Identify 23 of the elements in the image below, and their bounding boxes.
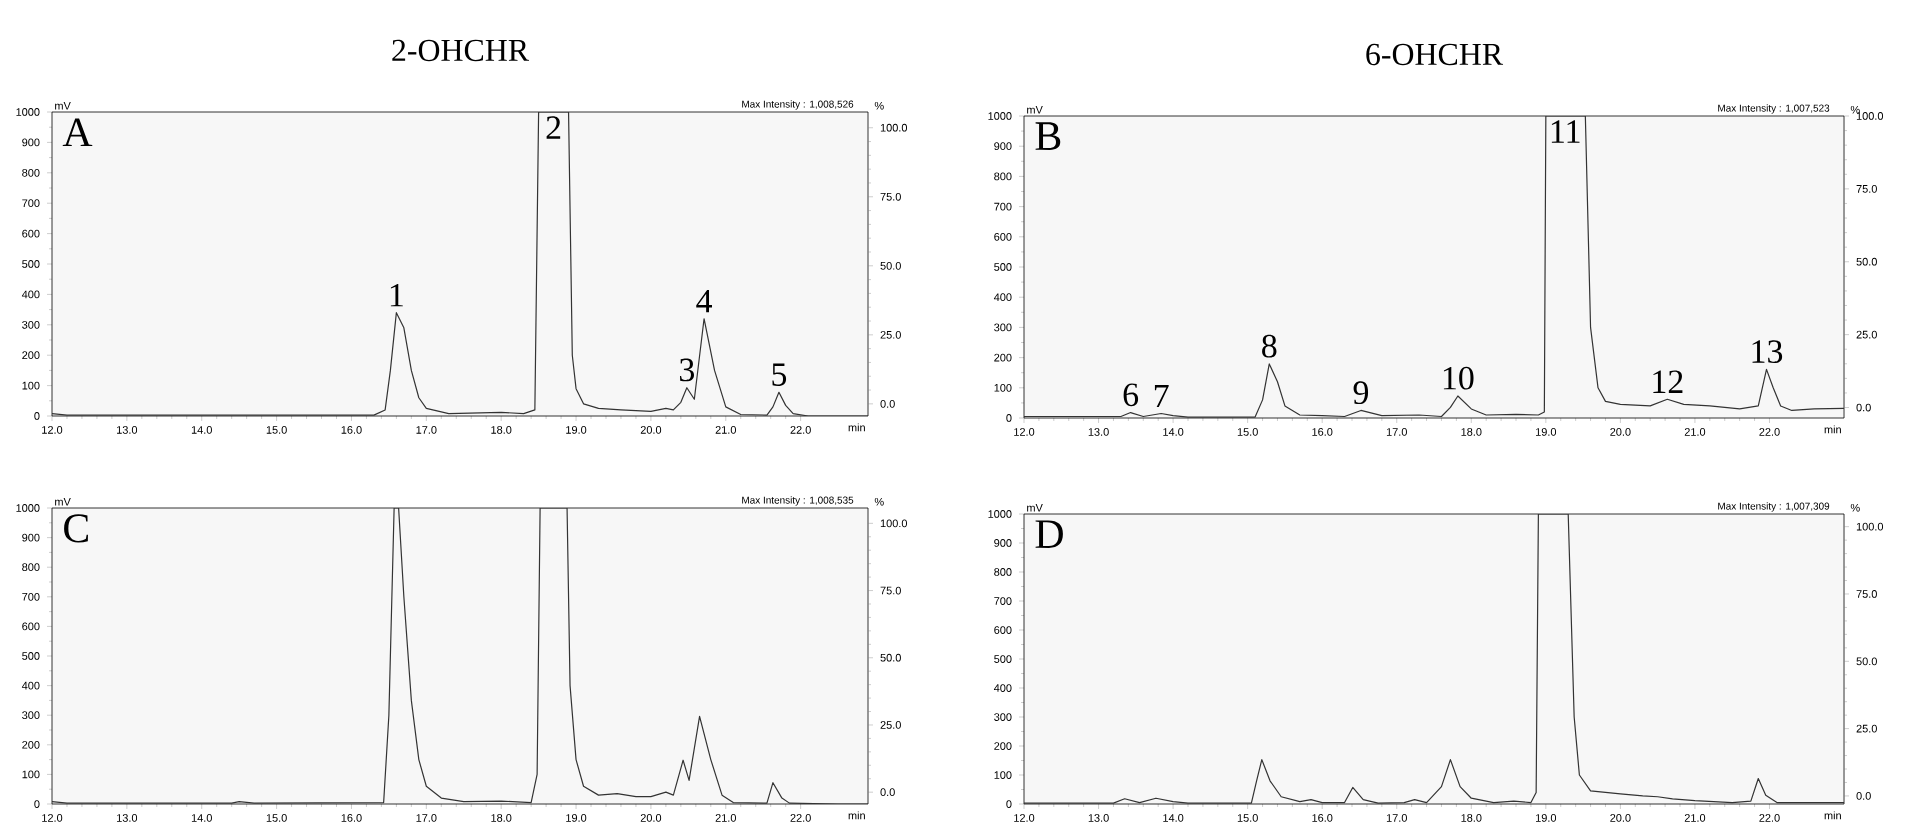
line-series xyxy=(1024,514,1845,804)
annotation: 3 xyxy=(680,358,694,382)
annotation: 7 xyxy=(1154,384,1169,408)
line-series xyxy=(1024,116,1845,418)
annotation: B xyxy=(1035,122,1061,150)
annotation: A xyxy=(62,118,93,146)
annotation: 13 xyxy=(1752,340,1783,364)
line-series xyxy=(52,112,869,417)
line-series xyxy=(52,508,869,805)
annotation: 8 xyxy=(1262,334,1277,358)
annotation: 5 xyxy=(772,363,787,386)
annotation: 6 xyxy=(1123,383,1139,407)
chart-title: 6-OHCHR xyxy=(1366,43,1504,66)
annotation: D xyxy=(1035,520,1063,548)
annotation: 11 xyxy=(1551,120,1580,143)
annotation: 1 xyxy=(390,283,403,307)
annotation: 2 xyxy=(546,116,561,139)
chart-title: 2-OHCHR xyxy=(392,39,530,62)
annotation: 12 xyxy=(1653,370,1683,393)
annotation: 10 xyxy=(1443,366,1474,390)
annotation: C xyxy=(64,514,88,543)
annotation: 9 xyxy=(1353,381,1369,405)
annotation: 4 xyxy=(696,290,712,313)
